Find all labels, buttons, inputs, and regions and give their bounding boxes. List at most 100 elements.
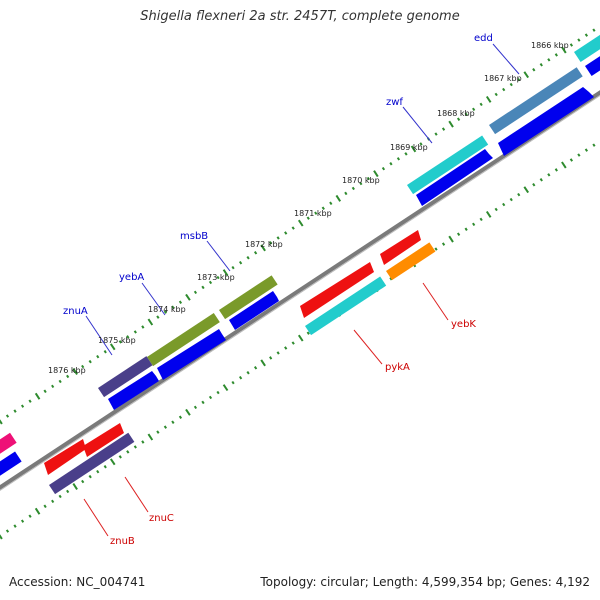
edge-features bbox=[0, 29, 600, 479]
tick-mark bbox=[547, 173, 551, 177]
tick-mark bbox=[359, 181, 363, 186]
tick-mark bbox=[389, 162, 393, 166]
tick-mark bbox=[291, 341, 295, 345]
tick-mark bbox=[163, 310, 168, 314]
gene-label-pykA: pykA bbox=[385, 362, 410, 373]
gene-label-yebA: yebA bbox=[119, 272, 144, 283]
forward-genes bbox=[98, 67, 583, 398]
tick-mark bbox=[276, 236, 280, 240]
tick-mark bbox=[344, 191, 348, 196]
kbp-label: 1872 kbp bbox=[245, 240, 283, 249]
kbp-label: 1868 kbp bbox=[437, 109, 475, 118]
tick-mark bbox=[434, 247, 438, 251]
tick-mark bbox=[269, 241, 273, 245]
tick-mark bbox=[569, 43, 574, 47]
gene-label-znuC: znuC bbox=[149, 513, 174, 524]
leader-znuA bbox=[85, 315, 113, 356]
tick-mark bbox=[561, 46, 567, 54]
tick-mark bbox=[284, 231, 288, 235]
tick-mark bbox=[171, 420, 175, 424]
kbp-label: 1875 kbp bbox=[98, 336, 136, 345]
tick-mark bbox=[222, 384, 229, 392]
tick-mark bbox=[28, 399, 32, 403]
tick-mark bbox=[208, 280, 213, 285]
leader-yebK bbox=[422, 282, 449, 321]
gene-bar-pykA bbox=[304, 276, 387, 336]
tick-mark bbox=[133, 445, 137, 449]
tick-mark bbox=[472, 222, 476, 227]
tick-mark bbox=[291, 226, 295, 230]
tick-mark bbox=[517, 77, 521, 82]
tick-mark bbox=[253, 366, 258, 370]
tick-mark bbox=[171, 305, 175, 309]
backbone-shadow bbox=[0, 94, 600, 492]
kbp-label: 1871 kbp bbox=[294, 209, 332, 218]
tick-mark bbox=[494, 207, 498, 212]
tick-mark bbox=[216, 390, 220, 395]
gene-label-zwf: zwf bbox=[386, 97, 403, 108]
tick-mark bbox=[238, 260, 243, 265]
tick-mark bbox=[13, 524, 17, 528]
tick-mark bbox=[51, 384, 55, 389]
leader-edd bbox=[492, 43, 520, 75]
tick-mark bbox=[584, 33, 589, 37]
leader-yebA bbox=[141, 282, 166, 316]
tick-mark bbox=[509, 82, 513, 87]
tick-mark bbox=[389, 277, 393, 281]
tick-mark bbox=[577, 153, 581, 157]
reverse-genes bbox=[44, 230, 436, 495]
tick-mark bbox=[284, 346, 288, 350]
tick-mark bbox=[479, 102, 483, 107]
tick-mark bbox=[547, 58, 551, 62]
tick-mark bbox=[193, 405, 198, 410]
tick-mark bbox=[103, 465, 107, 469]
inner-tick-ring bbox=[0, 143, 596, 540]
gene-label-znuB: znuB bbox=[110, 536, 135, 547]
tick-mark bbox=[448, 235, 454, 243]
tick-mark bbox=[260, 359, 266, 367]
tick-mark bbox=[592, 143, 596, 147]
cds-arrow bbox=[108, 371, 159, 410]
tick-mark bbox=[419, 142, 423, 146]
tick-mark bbox=[523, 71, 530, 79]
tick-mark bbox=[43, 504, 47, 509]
gene-labels: edd zwf msbB yebA znuA yebK pykA znuC zn… bbox=[63, 33, 493, 547]
tick-mark bbox=[51, 499, 55, 504]
tick-mark bbox=[96, 469, 100, 474]
tick-mark bbox=[58, 494, 62, 499]
tick-mark bbox=[532, 183, 536, 187]
kbp-label: 1870 kbp bbox=[342, 176, 380, 185]
tick-mark bbox=[88, 474, 92, 479]
tick-mark bbox=[329, 201, 333, 206]
tick-mark bbox=[81, 479, 85, 484]
tick-mark bbox=[523, 186, 530, 194]
feature-blue-edge bbox=[585, 49, 600, 77]
tick-mark bbox=[502, 202, 506, 207]
gene-bar-znuB bbox=[48, 432, 135, 495]
tick-mark bbox=[147, 433, 154, 441]
tick-mark bbox=[554, 53, 558, 57]
tick-mark bbox=[456, 232, 461, 236]
tick-mark bbox=[577, 38, 581, 42]
tick-mark bbox=[5, 529, 10, 533]
tick-mark bbox=[441, 242, 446, 246]
tick-mark bbox=[532, 68, 536, 72]
tick-mark bbox=[126, 335, 130, 339]
tick-mark bbox=[178, 300, 183, 304]
tick-mark bbox=[539, 63, 543, 67]
tick-mark bbox=[185, 408, 191, 416]
tick-mark bbox=[231, 380, 235, 385]
tick-mark bbox=[561, 161, 567, 169]
tick-mark bbox=[517, 192, 521, 197]
gene-label-yebK: yebK bbox=[451, 319, 476, 330]
tick-mark bbox=[246, 256, 250, 260]
tick-mark bbox=[410, 145, 417, 153]
gene-label-msbB: msbB bbox=[180, 231, 208, 242]
tick-mark bbox=[141, 325, 145, 329]
tick-mark bbox=[404, 152, 408, 156]
tick-mark bbox=[222, 269, 229, 277]
tick-mark bbox=[163, 425, 168, 429]
tick-mark bbox=[20, 519, 25, 523]
tick-mark bbox=[464, 227, 468, 231]
leader-znuB bbox=[83, 498, 109, 537]
